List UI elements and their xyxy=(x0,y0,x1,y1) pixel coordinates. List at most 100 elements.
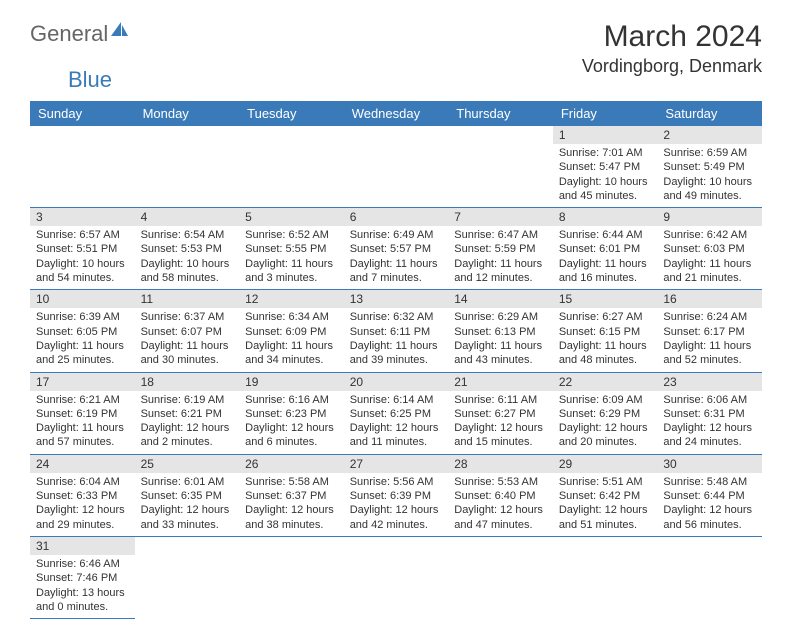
day-detail-line: and 54 minutes. xyxy=(36,271,129,285)
day-detail-line: Sunset: 6:07 PM xyxy=(141,325,234,339)
day-number: 8 xyxy=(553,208,658,226)
day-detail-line: and 12 minutes. xyxy=(454,271,547,285)
calendar-cell: 8Sunrise: 6:44 AMSunset: 6:01 PMDaylight… xyxy=(553,208,658,290)
day-details: Sunrise: 5:58 AMSunset: 6:37 PMDaylight:… xyxy=(239,473,344,536)
location: Vordingborg, Denmark xyxy=(582,56,762,77)
day-detail-line: Sunset: 6:40 PM xyxy=(454,489,547,503)
day-detail-line: Sunset: 6:27 PM xyxy=(454,407,547,421)
day-detail-line: Sunrise: 6:47 AM xyxy=(454,228,547,242)
day-detail-line: Daylight: 11 hours xyxy=(559,339,652,353)
day-details: Sunrise: 5:48 AMSunset: 6:44 PMDaylight:… xyxy=(657,473,762,536)
day-detail-line: Daylight: 11 hours xyxy=(245,339,338,353)
day-details: Sunrise: 6:59 AMSunset: 5:49 PMDaylight:… xyxy=(657,144,762,207)
day-detail-line: Sunset: 5:55 PM xyxy=(245,242,338,256)
calendar-cell xyxy=(344,126,449,208)
day-number: 2 xyxy=(657,126,762,144)
weekday-header: Sunday xyxy=(30,101,135,126)
day-detail-line: and 38 minutes. xyxy=(245,518,338,532)
day-number: 7 xyxy=(448,208,553,226)
day-detail-line: and 58 minutes. xyxy=(141,271,234,285)
day-number: 24 xyxy=(30,455,135,473)
day-details: Sunrise: 6:37 AMSunset: 6:07 PMDaylight:… xyxy=(135,308,240,371)
day-detail-line: Sunset: 6:03 PM xyxy=(663,242,756,256)
calendar-cell: 28Sunrise: 5:53 AMSunset: 6:40 PMDayligh… xyxy=(448,454,553,536)
day-detail-line: Sunset: 6:13 PM xyxy=(454,325,547,339)
day-detail-line: Sunset: 5:53 PM xyxy=(141,242,234,256)
weekday-header: Thursday xyxy=(448,101,553,126)
day-detail-line: Daylight: 12 hours xyxy=(141,421,234,435)
day-number: 23 xyxy=(657,373,762,391)
day-detail-line: Sunset: 6:23 PM xyxy=(245,407,338,421)
day-details: Sunrise: 6:19 AMSunset: 6:21 PMDaylight:… xyxy=(135,391,240,454)
calendar-cell xyxy=(448,536,553,618)
weekday-header: Tuesday xyxy=(239,101,344,126)
day-detail-line: Sunrise: 6:16 AM xyxy=(245,393,338,407)
day-detail-line: and 34 minutes. xyxy=(245,353,338,367)
day-number: 11 xyxy=(135,290,240,308)
day-detail-line: Sunrise: 5:58 AM xyxy=(245,475,338,489)
day-detail-line: Sunset: 6:09 PM xyxy=(245,325,338,339)
day-number: 30 xyxy=(657,455,762,473)
calendar-cell xyxy=(135,126,240,208)
day-detail-line: Daylight: 11 hours xyxy=(663,339,756,353)
day-detail-line: Daylight: 11 hours xyxy=(663,257,756,271)
calendar-cell: 27Sunrise: 5:56 AMSunset: 6:39 PMDayligh… xyxy=(344,454,449,536)
day-number: 31 xyxy=(30,537,135,555)
day-detail-line: Sunrise: 7:01 AM xyxy=(559,146,652,160)
day-number: 13 xyxy=(344,290,449,308)
calendar-cell: 19Sunrise: 6:16 AMSunset: 6:23 PMDayligh… xyxy=(239,372,344,454)
calendar-cell xyxy=(239,126,344,208)
day-number: 6 xyxy=(344,208,449,226)
day-detail-line: and 43 minutes. xyxy=(454,353,547,367)
day-details: Sunrise: 6:52 AMSunset: 5:55 PMDaylight:… xyxy=(239,226,344,289)
day-detail-line: Daylight: 11 hours xyxy=(454,339,547,353)
day-number: 22 xyxy=(553,373,658,391)
logo: General xyxy=(30,20,128,48)
day-detail-line: Sunset: 6:31 PM xyxy=(663,407,756,421)
day-detail-line: Daylight: 11 hours xyxy=(454,257,547,271)
calendar-cell: 11Sunrise: 6:37 AMSunset: 6:07 PMDayligh… xyxy=(135,290,240,372)
day-details: Sunrise: 5:53 AMSunset: 6:40 PMDaylight:… xyxy=(448,473,553,536)
day-details: Sunrise: 6:39 AMSunset: 6:05 PMDaylight:… xyxy=(30,308,135,371)
day-details: Sunrise: 6:09 AMSunset: 6:29 PMDaylight:… xyxy=(553,391,658,454)
day-detail-line: Daylight: 11 hours xyxy=(141,339,234,353)
day-detail-line: and 39 minutes. xyxy=(350,353,443,367)
day-detail-line: and 42 minutes. xyxy=(350,518,443,532)
day-details: Sunrise: 6:11 AMSunset: 6:27 PMDaylight:… xyxy=(448,391,553,454)
day-details: Sunrise: 6:49 AMSunset: 5:57 PMDaylight:… xyxy=(344,226,449,289)
day-detail-line: Sunrise: 6:46 AM xyxy=(36,557,129,571)
day-detail-line: Sunset: 6:05 PM xyxy=(36,325,129,339)
day-details: Sunrise: 6:47 AMSunset: 5:59 PMDaylight:… xyxy=(448,226,553,289)
day-detail-line: Sunset: 6:35 PM xyxy=(141,489,234,503)
calendar-cell: 26Sunrise: 5:58 AMSunset: 6:37 PMDayligh… xyxy=(239,454,344,536)
day-number: 4 xyxy=(135,208,240,226)
day-detail-line: Daylight: 13 hours xyxy=(36,586,129,600)
calendar-cell: 10Sunrise: 6:39 AMSunset: 6:05 PMDayligh… xyxy=(30,290,135,372)
calendar-cell: 17Sunrise: 6:21 AMSunset: 6:19 PMDayligh… xyxy=(30,372,135,454)
day-detail-line: Sunset: 6:39 PM xyxy=(350,489,443,503)
day-detail-line: Daylight: 12 hours xyxy=(454,421,547,435)
calendar-week-row: 3Sunrise: 6:57 AMSunset: 5:51 PMDaylight… xyxy=(30,208,762,290)
day-detail-line: Daylight: 11 hours xyxy=(559,257,652,271)
calendar-cell xyxy=(344,536,449,618)
day-details: Sunrise: 6:32 AMSunset: 6:11 PMDaylight:… xyxy=(344,308,449,371)
day-detail-line: Sunrise: 6:27 AM xyxy=(559,310,652,324)
day-details: Sunrise: 6:14 AMSunset: 6:25 PMDaylight:… xyxy=(344,391,449,454)
day-detail-line: Sunrise: 6:06 AM xyxy=(663,393,756,407)
day-detail-line: and 20 minutes. xyxy=(559,435,652,449)
sail-icon xyxy=(108,20,130,46)
day-detail-line: Sunset: 5:51 PM xyxy=(36,242,129,256)
calendar-cell: 29Sunrise: 5:51 AMSunset: 6:42 PMDayligh… xyxy=(553,454,658,536)
day-details: Sunrise: 5:56 AMSunset: 6:39 PMDaylight:… xyxy=(344,473,449,536)
day-detail-line: Daylight: 10 hours xyxy=(663,175,756,189)
day-detail-line: and 15 minutes. xyxy=(454,435,547,449)
day-detail-line: Sunrise: 6:39 AM xyxy=(36,310,129,324)
day-detail-line: Sunrise: 6:04 AM xyxy=(36,475,129,489)
calendar-week-row: 24Sunrise: 6:04 AMSunset: 6:33 PMDayligh… xyxy=(30,454,762,536)
calendar-cell: 25Sunrise: 6:01 AMSunset: 6:35 PMDayligh… xyxy=(135,454,240,536)
calendar-cell: 23Sunrise: 6:06 AMSunset: 6:31 PMDayligh… xyxy=(657,372,762,454)
day-detail-line: and 52 minutes. xyxy=(663,353,756,367)
day-detail-line: Sunset: 6:19 PM xyxy=(36,407,129,421)
day-number: 5 xyxy=(239,208,344,226)
day-details: Sunrise: 6:57 AMSunset: 5:51 PMDaylight:… xyxy=(30,226,135,289)
